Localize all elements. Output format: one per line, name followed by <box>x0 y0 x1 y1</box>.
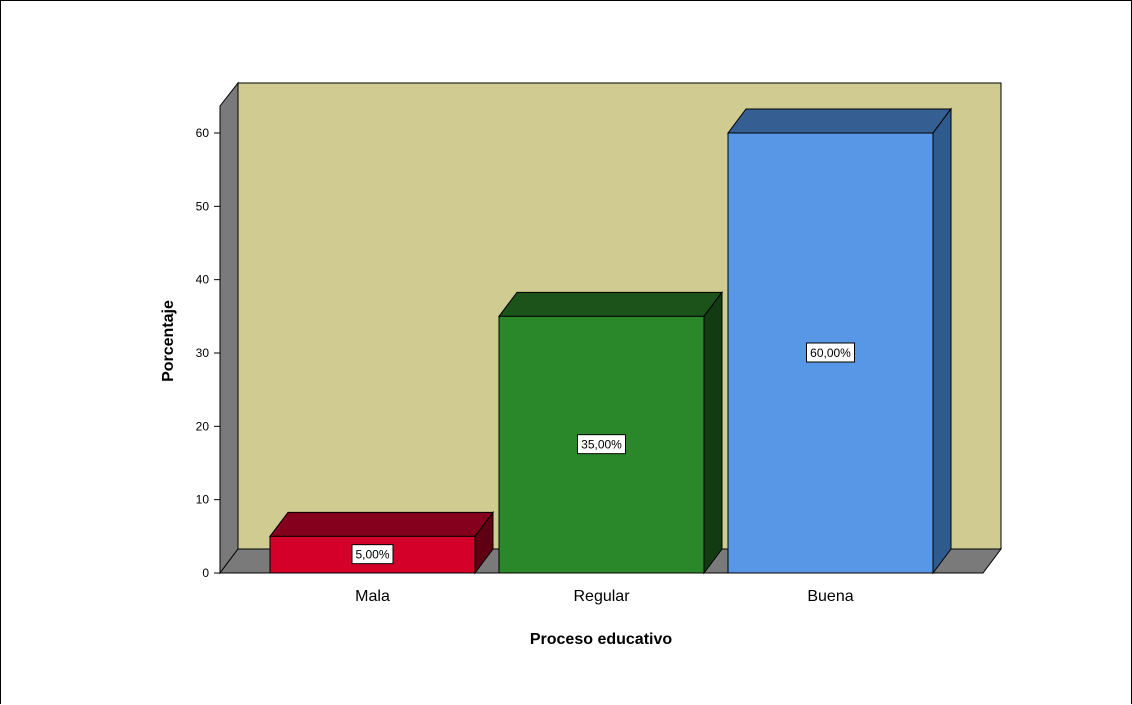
left-wall <box>219 81 239 575</box>
bar-mala: 5,00% <box>268 510 495 575</box>
y-axis-ticks: 0 10 20 30 40 50 60 <box>196 126 220 580</box>
data-label-box <box>577 434 626 455</box>
bar-top-face <box>727 108 952 134</box>
bar-buena: 60,00% <box>727 107 952 575</box>
bar-side-face <box>703 290 723 575</box>
y-axis-title: Porcentaje <box>160 300 177 382</box>
bar-side-face <box>932 107 952 575</box>
x-tick-label: Mala <box>355 588 390 605</box>
bar-top-face <box>268 511 495 537</box>
y-tick-label: 0 <box>202 566 209 580</box>
y-tick-label: 20 <box>196 419 210 433</box>
data-label-box <box>806 342 855 363</box>
bars-group: 5,00% 35,00% 60,00% <box>268 107 952 575</box>
data-label-box <box>351 544 394 565</box>
y-tick-label: 60 <box>196 126 210 140</box>
y-tick-label: 30 <box>196 346 210 360</box>
x-tick-label: Regular <box>573 588 630 605</box>
y-tick-label: 50 <box>196 199 210 213</box>
x-tick-label: Buena <box>807 588 853 605</box>
data-label: 35,00% <box>581 438 622 452</box>
y-tick-label: 40 <box>196 273 210 287</box>
bar-top-face <box>498 291 723 317</box>
data-label: 5,00% <box>355 548 389 562</box>
x-axis-tick-labels: Mala Regular Buena <box>355 588 854 605</box>
data-label: 60,00% <box>810 346 851 360</box>
bar-regular: 35,00% <box>498 290 723 575</box>
y-tick-label: 10 <box>196 493 210 507</box>
x-axis-title: Proceso educativo <box>530 631 673 648</box>
